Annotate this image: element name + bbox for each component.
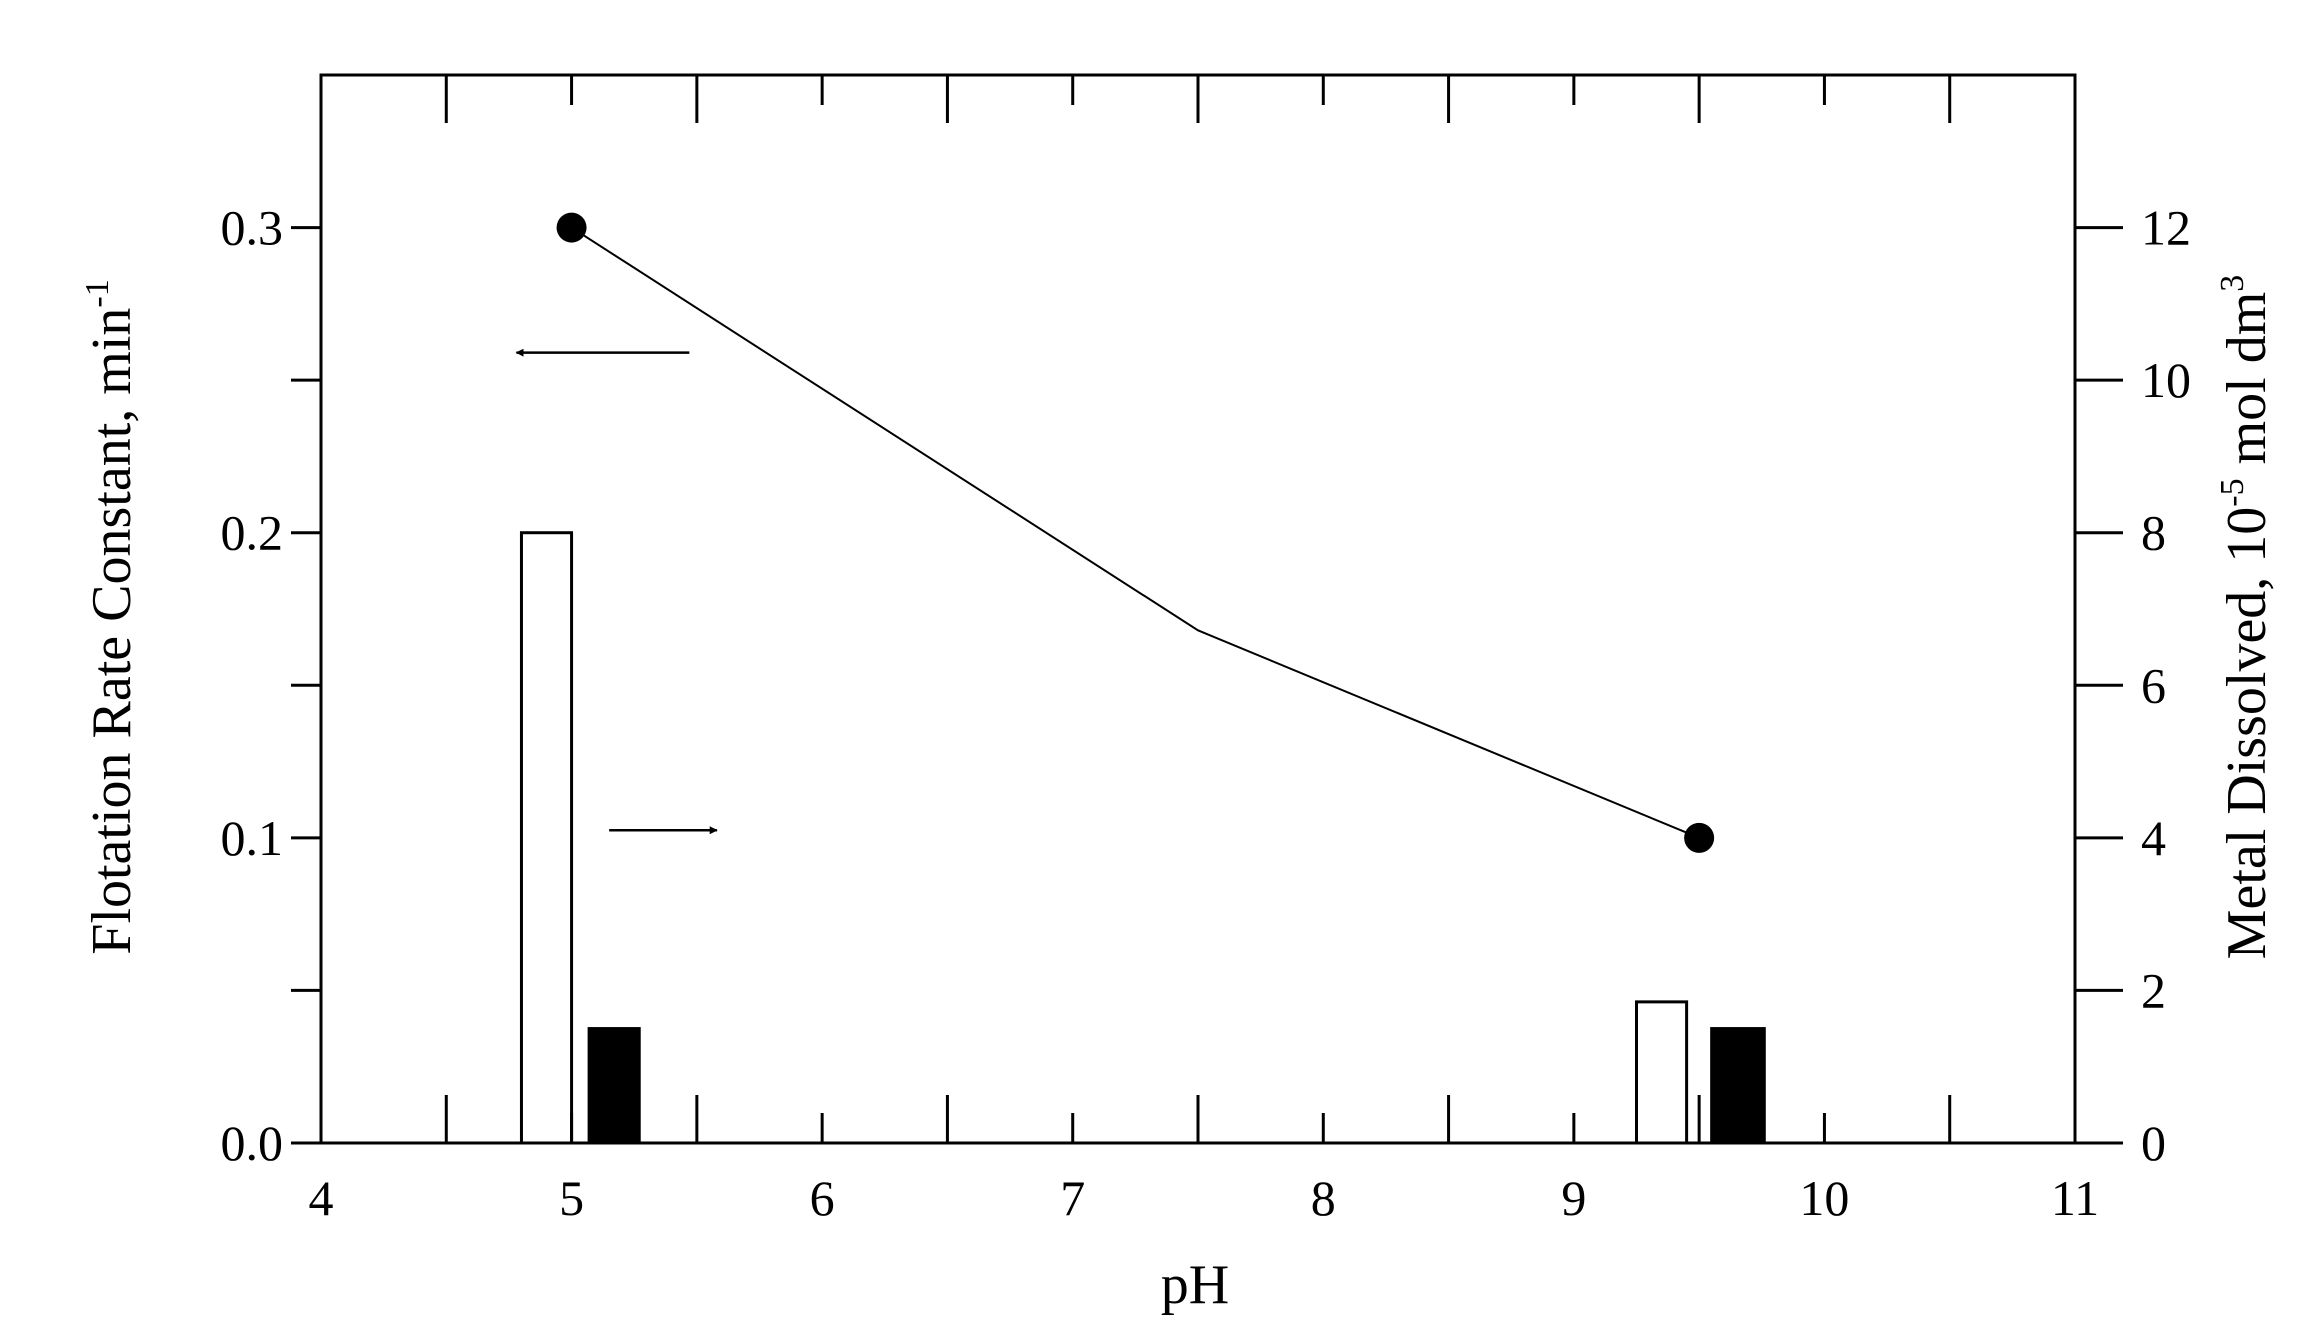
x-tick-label: 10 [1799,1170,1849,1226]
axis-ticks: 4 5 6 7 8 9 10 11 0.0 0.1 0.2 0.3 0 2 4 6 8 10 12 [221,75,2191,1226]
y-axis-label-right: Metal Dissolved, 10-5 mol dm3 [2214,275,2278,960]
y-axis-label-right-sup: -5 [2214,478,2251,506]
y-right-tick-label: 12 [2141,200,2191,256]
annotations [515,348,718,835]
x-tick-label: 11 [2051,1170,2099,1226]
y-right-tick-label: 8 [2141,505,2166,561]
x-tick-label: 9 [1561,1170,1586,1226]
x-tick-label: 5 [559,1170,584,1226]
series-point [556,212,587,243]
y-axis-label-right-text: Metal Dissolved, 10 [2216,507,2278,960]
line-series [556,212,1715,853]
y-left-tick-label: 0.0 [221,1115,284,1171]
y-right-tick-label: 10 [2141,352,2191,408]
series-point [1684,822,1715,853]
bar-series [519,531,1766,1145]
x-tick-label: 8 [1311,1170,1336,1226]
y-left-tick-label: 0.1 [221,810,284,866]
series-line [571,226,1700,839]
x-tick-label: 4 [309,1170,334,1226]
bar-filled [587,1027,641,1145]
bar-open [1635,1000,1689,1145]
x-axis-label: pH [1161,1254,1229,1316]
y-axis-label-right-sup2: 3 [2214,275,2251,292]
y-right-tick-label: 4 [2141,810,2166,866]
x-tick-label: 7 [1060,1170,1085,1226]
y-right-tick-label: 6 [2141,657,2166,713]
y-axis-label-left-sup: -1 [79,279,116,307]
y-right-tick-label: 0 [2141,1115,2166,1171]
y-left-tick-label: 0.2 [221,505,284,561]
y-left-tick-label: 0.3 [221,200,284,256]
y-axis-label-left-text: Flotation Rate Constant, min [81,308,143,955]
y-right-tick-label: 2 [2141,962,2166,1018]
bar-open [519,531,574,1145]
bar-filled [1710,1027,1766,1145]
y-axis-label-right-unit: mol dm [2216,292,2278,479]
x-tick-label: 6 [810,1170,835,1226]
y-axis-label-left: Flotation Rate Constant, min-1 [79,279,143,954]
